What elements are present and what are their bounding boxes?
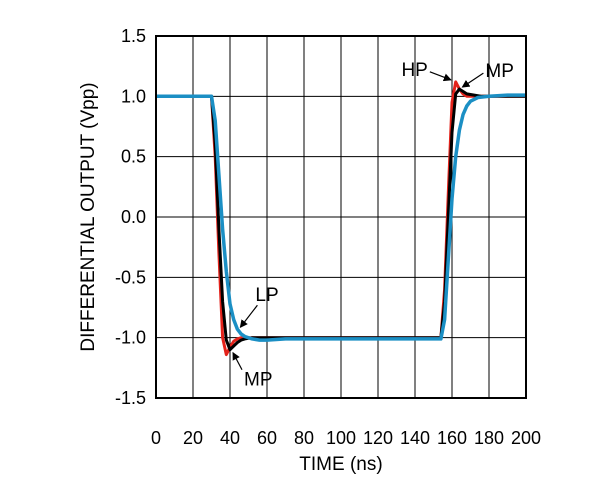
y-tick-label: -1.0 bbox=[115, 328, 146, 348]
y-tick-label: 0.5 bbox=[121, 147, 146, 167]
annotation-leader bbox=[429, 71, 452, 82]
annotation-leader bbox=[239, 304, 258, 329]
annotation-leader bbox=[461, 72, 484, 88]
x-tick-label: 180 bbox=[474, 428, 504, 448]
x-axis-label: TIME (ns) bbox=[299, 454, 382, 475]
plot-frame bbox=[155, 35, 527, 399]
annotation-label: MP bbox=[485, 61, 514, 82]
annotation-label: HP bbox=[401, 60, 427, 81]
x-tick-label: 160 bbox=[437, 428, 467, 448]
y-axis-label: DIFFERENTIAL OUTPUT (Vpp) bbox=[78, 82, 99, 351]
x-tick-label: 40 bbox=[220, 428, 240, 448]
series-layer bbox=[156, 80, 526, 357]
y-tick-label: -1.5 bbox=[115, 388, 146, 408]
x-tick-label: 0 bbox=[151, 428, 161, 448]
x-tick-label: 20 bbox=[183, 428, 203, 448]
tick-labels: 0 20 40 60 80 100 120 140 160 180 200 1.5 1.0 0.5 0.0 -… bbox=[115, 26, 541, 448]
x-tick-label: 200 bbox=[511, 428, 541, 448]
annotation-leader bbox=[232, 351, 243, 371]
y-tick-label: 0.0 bbox=[121, 207, 146, 227]
x-tick-label: 100 bbox=[326, 428, 356, 448]
x-tick-label: 140 bbox=[400, 428, 430, 448]
series-lp-line bbox=[156, 93, 526, 342]
annotation-label: LP bbox=[255, 285, 278, 306]
x-tick-label: 80 bbox=[294, 428, 314, 448]
y-tick-label: 1.5 bbox=[121, 26, 146, 46]
annotation-label: MP bbox=[244, 370, 273, 391]
y-tick-label: 1.0 bbox=[121, 86, 146, 106]
x-tick-label: 60 bbox=[257, 428, 277, 448]
grid bbox=[155, 35, 527, 399]
x-tick-label: 120 bbox=[363, 428, 393, 448]
y-tick-label: -0.5 bbox=[115, 267, 146, 287]
annotations: HP MP LP MP bbox=[232, 60, 514, 391]
